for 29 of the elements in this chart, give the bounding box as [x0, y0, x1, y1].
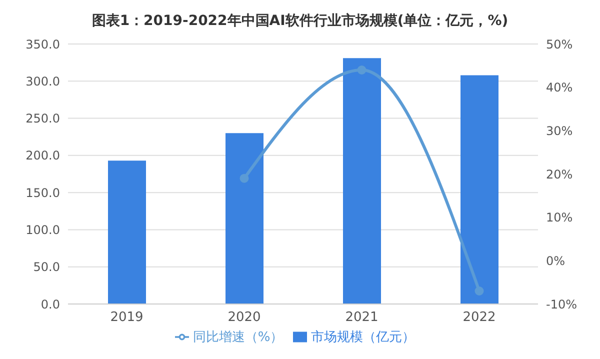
y-tick-label: 50.0: [33, 260, 60, 274]
y-tick-label: 250.0: [26, 112, 60, 126]
point: [474, 286, 484, 296]
y2-tick-label: 20%: [546, 167, 573, 182]
y-tick-label: 200.0: [26, 148, 60, 163]
x-tick-label: 2022: [462, 310, 496, 326]
legend-label: 市场规模（亿元）: [311, 330, 416, 345]
x-tick-label: 2020: [228, 310, 261, 326]
y2-tick-label: -10%: [546, 297, 578, 312]
point: [357, 66, 366, 74]
y2-tick-label: 50%: [546, 37, 573, 52]
x-tick-label: 2019: [110, 310, 144, 326]
chart-title: 图表1：2019-2022年中国AI软件行业市场规模(单位：亿元，%): [90, 12, 510, 31]
y-tick-label: 350.0: [26, 37, 60, 52]
y-tick-label: 150.0: [26, 186, 60, 200]
bar: [108, 160, 146, 304]
y-tick-label: 0.0: [40, 297, 60, 312]
bar: [343, 58, 381, 304]
y2-tick-label: 0%: [546, 254, 566, 268]
y-tick-label: 100.0: [26, 222, 60, 237]
x-tick-label: 2021: [345, 310, 378, 326]
y2-tick-label: 40%: [546, 80, 573, 95]
point: [240, 174, 249, 183]
legend-label: 同比增速（%）: [192, 330, 284, 345]
y-tick-label: 300.0: [26, 74, 60, 88]
bar: [226, 133, 264, 304]
y2-tick-label: 30%: [546, 124, 573, 138]
bar: [460, 75, 498, 304]
y2-tick-label: 10%: [546, 210, 573, 225]
